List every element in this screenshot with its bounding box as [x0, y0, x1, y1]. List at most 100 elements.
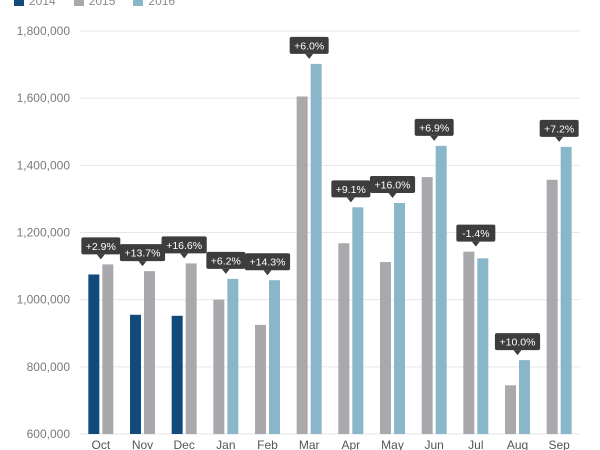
gridlines [80, 30, 580, 435]
bar-2015-oct[interactable] [102, 264, 114, 434]
growth-callout: +2.9% [81, 237, 121, 260]
x-tick-label: Aug [507, 438, 528, 450]
x-tick-label: Mar [299, 438, 320, 450]
bar-2015-dec[interactable] [185, 263, 197, 434]
callout-label: +6.9% [419, 122, 449, 134]
y-tick-label: 1,400,000 [17, 158, 71, 172]
callout-box [244, 253, 291, 271]
growth-callout: +16.6% [161, 236, 207, 259]
bar-2015-may[interactable] [380, 262, 391, 434]
growth-callout: +6.2% [206, 251, 246, 274]
growth-callout: +9.1% [331, 180, 371, 203]
callout-label: +9.1% [336, 184, 366, 196]
bar-2014-oct[interactable] [88, 274, 100, 434]
bar-2015-sep[interactable] [546, 179, 558, 434]
callout-pointer [471, 241, 480, 247]
callout-box [331, 180, 371, 198]
y-tick-label: 1,200,000 [17, 226, 71, 240]
y-tick-label: 1,600,000 [17, 91, 71, 105]
callout-label: +7.2% [544, 123, 574, 135]
callout-label: +16.0% [375, 179, 411, 191]
x-tick-label: Jan [216, 438, 235, 450]
bar-2015-nov[interactable] [144, 271, 155, 434]
callout-pointer [346, 197, 355, 203]
legend-label-2015: 2015 [88, 0, 116, 8]
legend-label-2016: 2016 [148, 0, 176, 8]
bar-2014-dec[interactable] [171, 315, 183, 434]
bar-2014-nov[interactable] [130, 314, 141, 434]
callout-pointer [221, 268, 230, 274]
legend-item-2016[interactable]: 2016 [133, 0, 175, 8]
bar-2016-may[interactable] [394, 202, 405, 434]
y-tick-label: 600,000 [27, 427, 71, 441]
legend-item-2015[interactable]: 2015 [73, 0, 116, 8]
bar-2015-mar[interactable] [296, 96, 308, 435]
legend-label-2014: 2014 [29, 0, 56, 8]
bar-2016-aug[interactable] [519, 360, 530, 434]
x-tick-label: Jun [424, 438, 443, 450]
y-tick-label: 800,000 [27, 360, 71, 374]
growth-callout: +6.0% [289, 36, 329, 59]
bar-2015-aug[interactable] [505, 385, 516, 434]
bar-2015-jun[interactable] [421, 177, 433, 434]
callout-box [161, 236, 207, 254]
y-tick-label: 1,000,000 [17, 293, 71, 307]
legend-item-2014[interactable]: 2014 [14, 0, 56, 8]
growth-callout: +14.3% [244, 253, 291, 276]
callout-label: +6.0% [294, 40, 324, 52]
bar-2015-feb[interactable] [255, 324, 266, 434]
callout-pointer [96, 254, 105, 260]
bar-2015-jan[interactable] [213, 299, 225, 434]
callout-pointer [305, 53, 314, 59]
x-tick-label: Sep [548, 438, 570, 450]
bar-2015-jul[interactable] [463, 251, 475, 434]
growth-callout: +7.2% [539, 119, 579, 142]
growth-callout: +16.0% [369, 175, 416, 198]
bar-2015-apr[interactable] [338, 243, 350, 434]
callout-box [206, 251, 246, 269]
growth-callout: +13.7% [119, 244, 166, 267]
x-tick-label: Apr [341, 438, 360, 450]
callout-label: +2.9% [86, 241, 116, 253]
callout-pointer [180, 253, 189, 259]
x-tick-label: Dec [173, 438, 194, 450]
bar-2016-apr[interactable] [352, 207, 364, 434]
y-tick-label: 1,800,000 [17, 24, 71, 38]
callout-pointer [388, 192, 397, 198]
callout-box [414, 118, 454, 136]
callout-label: +10.0% [500, 337, 536, 349]
x-tick-label: Feb [257, 438, 278, 450]
callout-label: +13.7% [125, 248, 161, 260]
callout-box [119, 244, 166, 262]
callout-box [456, 224, 496, 242]
bar-2016-sep[interactable] [560, 146, 572, 435]
callout-label: +16.6% [166, 240, 202, 252]
x-tick-label: Jul [468, 438, 483, 450]
growth-callout: -1.4% [456, 224, 496, 247]
x-tick-label: May [381, 438, 404, 450]
legend: 2014 2015 2016 [14, 0, 175, 8]
callout-pointer [138, 261, 147, 267]
bar-2016-feb[interactable] [269, 280, 280, 434]
callout-pointer [555, 136, 564, 142]
growth-callout: +6.9% [414, 118, 454, 141]
callout-pointer [513, 350, 522, 356]
callout-box [539, 119, 579, 137]
bar-2016-jan[interactable] [227, 278, 239, 434]
legend-swatch-2016 [133, 0, 144, 6]
bar-2016-mar[interactable] [310, 63, 322, 434]
legend-swatch-2014 [14, 0, 24, 6]
legend-swatch-2015 [73, 0, 84, 6]
callout-box [289, 36, 329, 54]
callout-pointer [263, 270, 272, 276]
callout-box [81, 237, 121, 255]
bar-2016-jun[interactable] [435, 145, 447, 435]
callout-pointer [430, 135, 439, 141]
callout-label: +6.2% [211, 255, 241, 267]
x-tick-label: Nov [132, 438, 153, 450]
bar-2016-jul[interactable] [477, 258, 489, 434]
callout-label: -1.4% [462, 228, 489, 240]
callout-box [369, 175, 416, 193]
callout-box [494, 333, 541, 351]
